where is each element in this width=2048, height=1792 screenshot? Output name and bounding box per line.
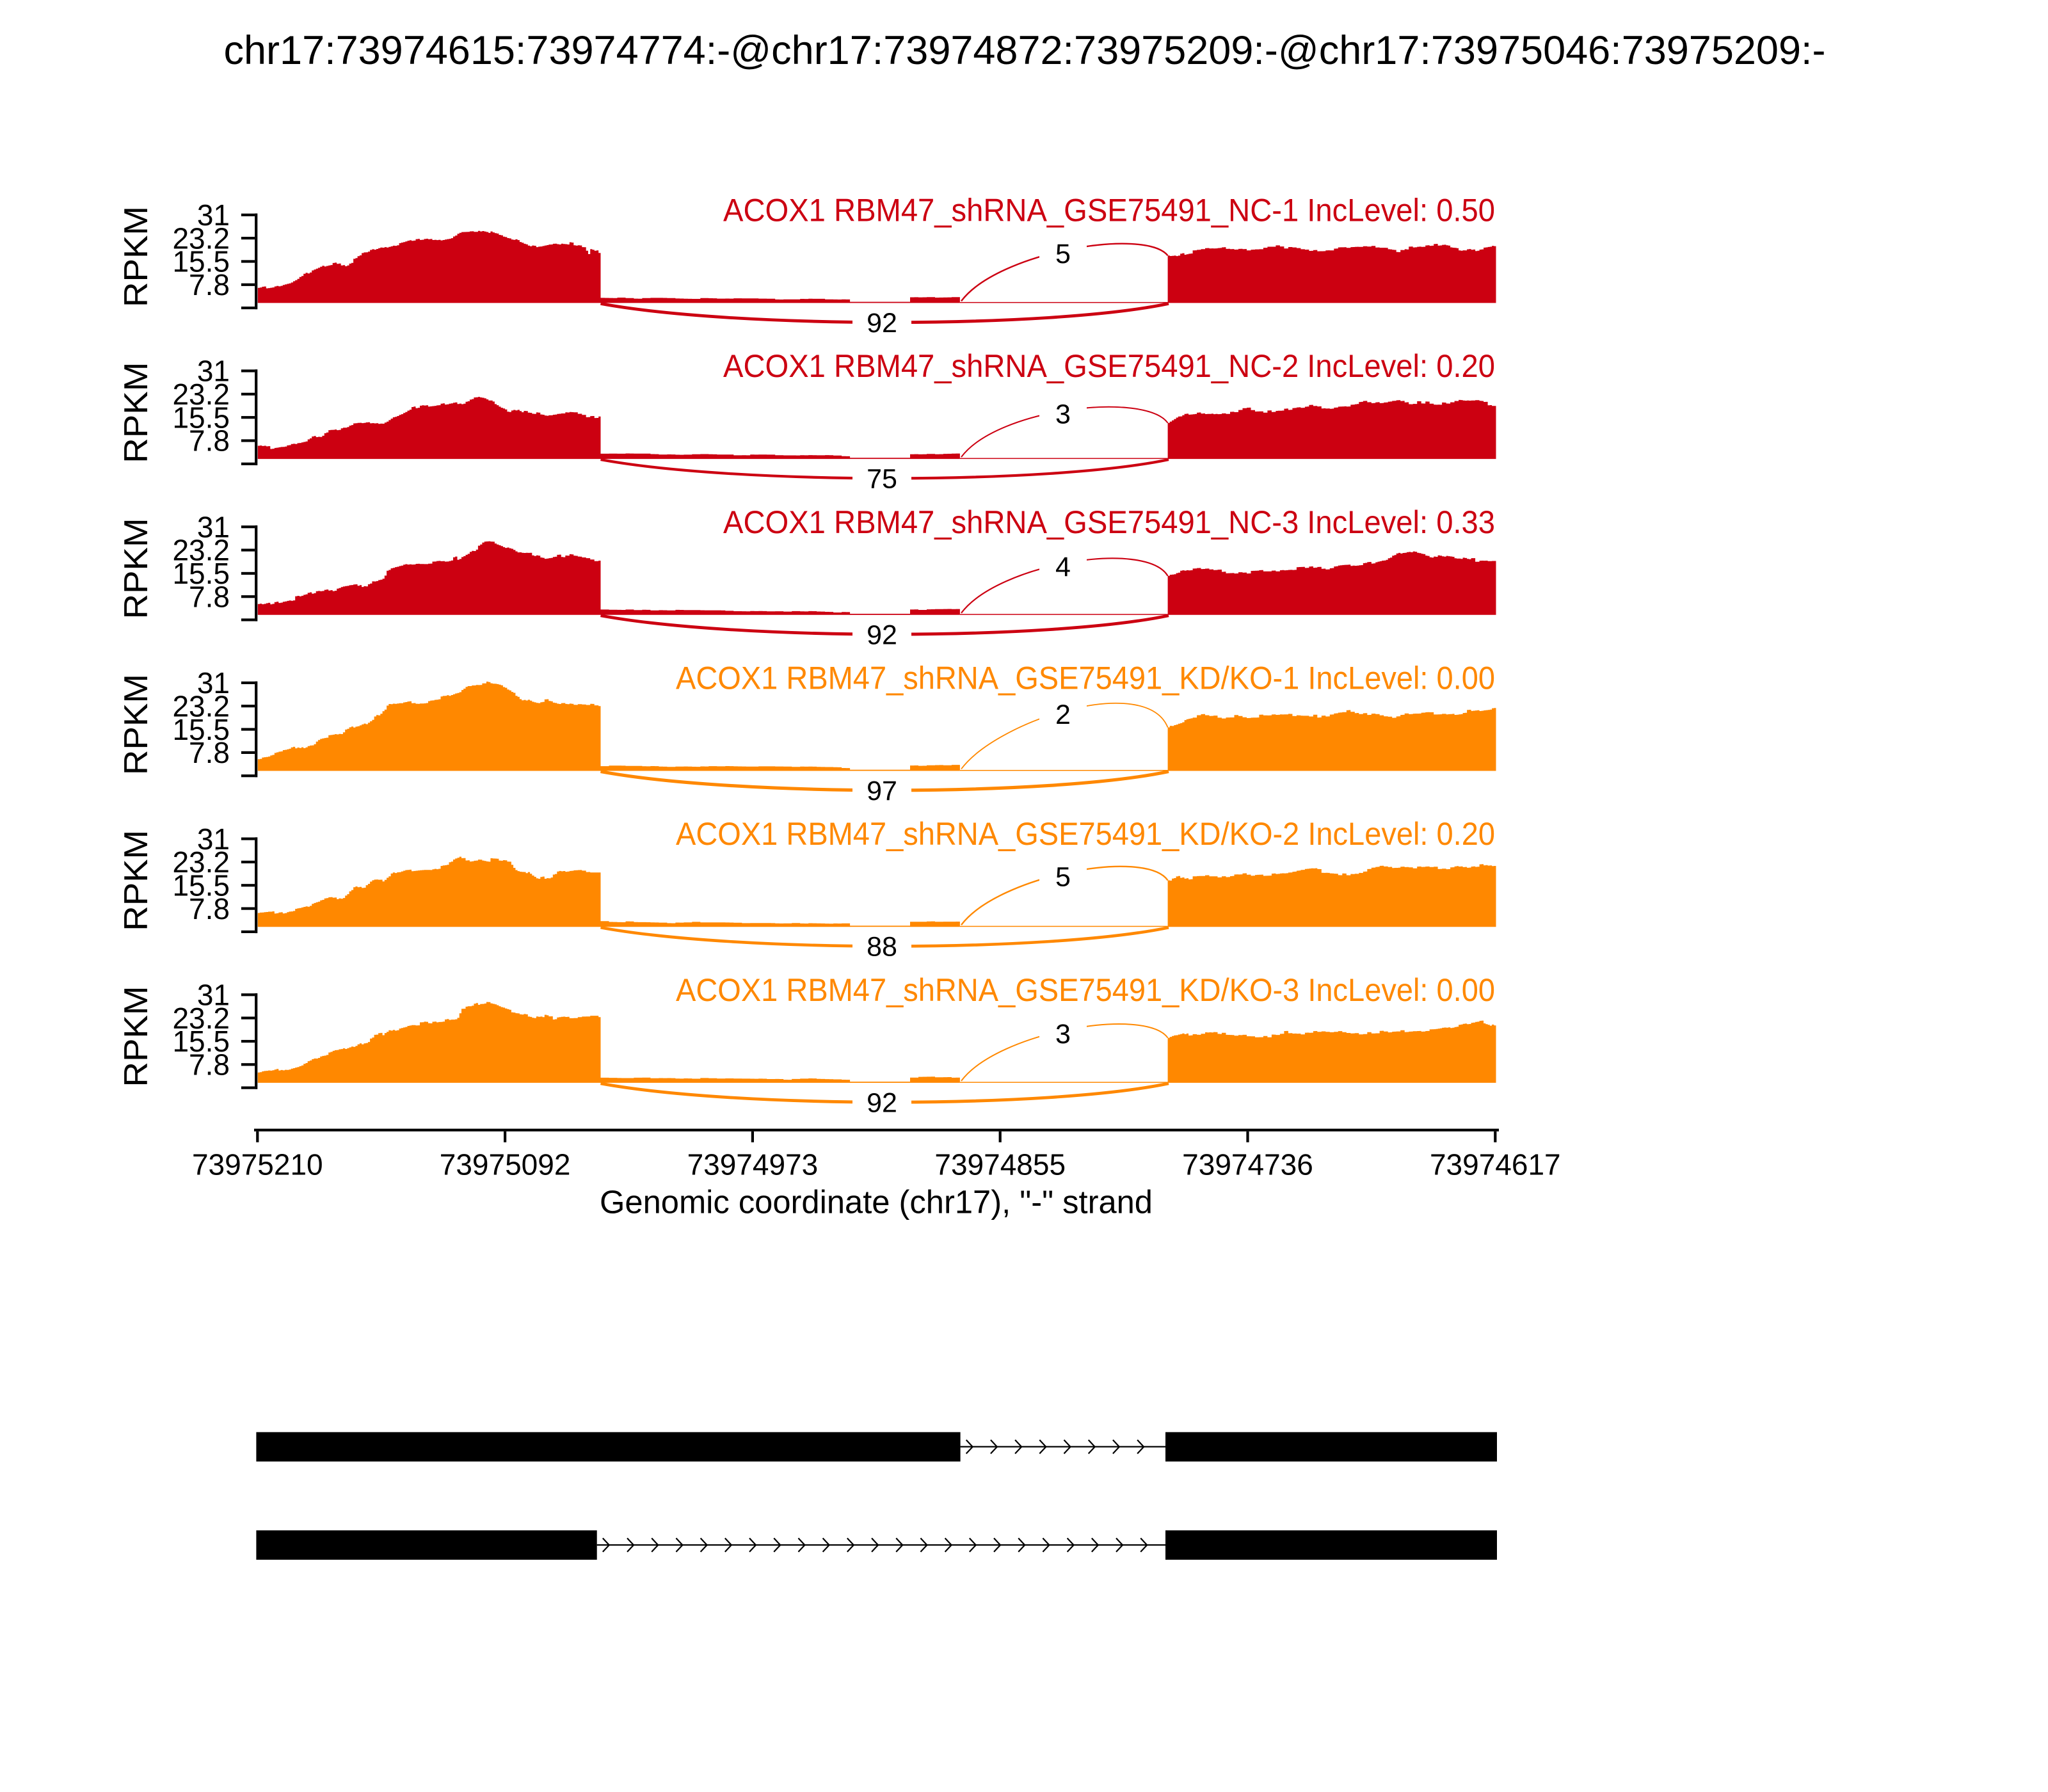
svg-text:5: 5 xyxy=(1055,239,1071,269)
svg-text:RPKM: RPKM xyxy=(118,830,155,931)
svg-text:23.2: 23.2 xyxy=(172,1002,230,1035)
svg-text:3: 3 xyxy=(1055,1019,1071,1050)
svg-text:23.2: 23.2 xyxy=(172,845,230,879)
svg-text:chr17:73974615:73974774:-@chr1: chr17:73974615:73974774:-@chr17:73974872… xyxy=(224,28,1826,73)
svg-text:31: 31 xyxy=(197,979,230,1012)
svg-text:23.2: 23.2 xyxy=(172,221,230,255)
svg-text:7.8: 7.8 xyxy=(189,424,230,458)
svg-text:5: 5 xyxy=(1055,861,1071,892)
svg-text:31: 31 xyxy=(197,355,230,388)
svg-text:ACOX1 RBM47_shRNA_GSE75491_NC-: ACOX1 RBM47_shRNA_GSE75491_NC-1 IncLevel… xyxy=(723,192,1495,228)
svg-text:ACOX1 RBM47_shRNA_GSE75491_NC-: ACOX1 RBM47_shRNA_GSE75491_NC-3 IncLevel… xyxy=(723,504,1495,540)
svg-text:15.5: 15.5 xyxy=(172,401,230,434)
svg-text:Genomic coordinate (chr17), "-: Genomic coordinate (chr17), "-" strand xyxy=(600,1183,1153,1220)
svg-text:7.8: 7.8 xyxy=(189,1048,230,1082)
svg-text:73975092: 73975092 xyxy=(440,1148,571,1181)
svg-text:7.8: 7.8 xyxy=(189,580,230,613)
svg-text:73974617: 73974617 xyxy=(1430,1148,1561,1181)
svg-text:73975210: 73975210 xyxy=(192,1148,323,1181)
svg-text:4: 4 xyxy=(1055,552,1071,582)
svg-text:23.2: 23.2 xyxy=(172,378,230,411)
svg-text:75: 75 xyxy=(867,464,897,495)
svg-text:73974973: 73974973 xyxy=(687,1148,819,1181)
svg-text:23.2: 23.2 xyxy=(172,534,230,567)
svg-text:3: 3 xyxy=(1055,399,1071,429)
svg-text:92: 92 xyxy=(867,1087,897,1118)
svg-text:97: 97 xyxy=(867,776,897,806)
svg-text:73974855: 73974855 xyxy=(934,1148,1066,1181)
svg-text:RPKM: RPKM xyxy=(118,518,155,619)
svg-text:RPKM: RPKM xyxy=(118,206,155,307)
svg-text:RPKM: RPKM xyxy=(118,986,155,1087)
svg-text:ACOX1 RBM47_shRNA_GSE75491_KD/: ACOX1 RBM47_shRNA_GSE75491_KD/KO-2 IncLe… xyxy=(676,816,1495,852)
svg-text:ACOX1 RBM47_shRNA_GSE75491_KD/: ACOX1 RBM47_shRNA_GSE75491_KD/KO-1 IncLe… xyxy=(676,660,1495,696)
svg-text:88: 88 xyxy=(867,932,897,963)
svg-text:15.5: 15.5 xyxy=(172,1025,230,1058)
svg-text:2: 2 xyxy=(1055,700,1071,730)
svg-text:7.8: 7.8 xyxy=(189,268,230,301)
svg-text:7.8: 7.8 xyxy=(189,892,230,925)
svg-text:15.5: 15.5 xyxy=(172,713,230,746)
svg-text:15.5: 15.5 xyxy=(172,245,230,278)
svg-text:ACOX1 RBM47_shRNA_GSE75491_NC-: ACOX1 RBM47_shRNA_GSE75491_NC-2 IncLevel… xyxy=(723,348,1495,384)
svg-text:7.8: 7.8 xyxy=(189,736,230,769)
svg-text:15.5: 15.5 xyxy=(172,557,230,590)
svg-text:RPKM: RPKM xyxy=(118,674,155,775)
svg-text:23.2: 23.2 xyxy=(172,689,230,723)
svg-text:31: 31 xyxy=(197,510,230,543)
svg-text:RPKM: RPKM xyxy=(118,362,155,463)
svg-text:92: 92 xyxy=(867,620,897,650)
svg-text:15.5: 15.5 xyxy=(172,869,230,902)
svg-text:31: 31 xyxy=(197,666,230,700)
svg-text:ACOX1 RBM47_shRNA_GSE75491_KD/: ACOX1 RBM47_shRNA_GSE75491_KD/KO-3 IncLe… xyxy=(676,972,1495,1008)
svg-text:73974736: 73974736 xyxy=(1182,1148,1313,1181)
svg-text:31: 31 xyxy=(197,198,230,232)
svg-text:31: 31 xyxy=(197,822,230,856)
svg-text:92: 92 xyxy=(867,308,897,339)
